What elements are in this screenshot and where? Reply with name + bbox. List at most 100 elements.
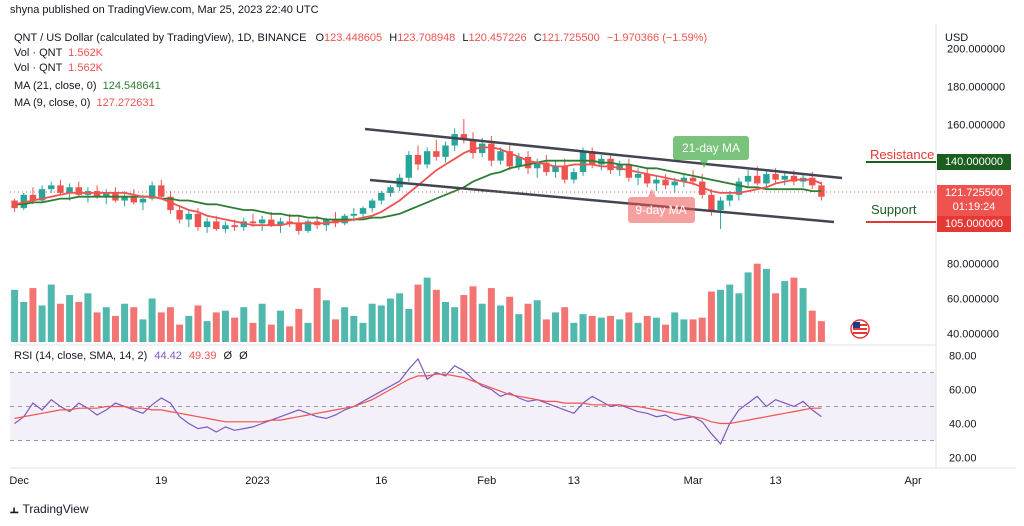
volume-bar bbox=[387, 298, 394, 342]
us-flag-icon[interactable] bbox=[850, 319, 870, 339]
candle-body bbox=[222, 225, 229, 230]
tradingview-mark-icon: ⫠ bbox=[10, 500, 19, 516]
time-tick-label: Feb bbox=[477, 475, 496, 487]
candles bbox=[11, 118, 825, 235]
candle-body bbox=[478, 143, 486, 154]
ma21-value: 124.548641 bbox=[102, 80, 161, 92]
rsi-line bbox=[14, 357, 822, 445]
volume-bar bbox=[166, 307, 174, 342]
volume-bar bbox=[212, 312, 220, 342]
volume-bar bbox=[790, 277, 798, 342]
volume-bar bbox=[240, 307, 248, 342]
volume-bar bbox=[423, 277, 431, 342]
volume-bar bbox=[405, 308, 413, 342]
lower-trendline[interactable] bbox=[369, 178, 835, 224]
candle-body bbox=[286, 221, 293, 224]
resistance-label: Resistance bbox=[870, 147, 934, 162]
candle-body bbox=[378, 192, 385, 201]
candle-body bbox=[818, 185, 825, 197]
candle-body bbox=[680, 177, 688, 182]
candle-body bbox=[717, 200, 724, 211]
volume-bar bbox=[524, 303, 532, 342]
volume-tick-label: 40.000000 bbox=[947, 328, 999, 340]
candle-body bbox=[75, 187, 82, 195]
volume-bar bbox=[93, 312, 101, 342]
tradingview-logo[interactable]: ⫠ TradingView bbox=[10, 500, 89, 517]
candle-body bbox=[48, 185, 55, 190]
candle-body bbox=[524, 156, 532, 169]
candle-body bbox=[488, 143, 495, 161]
volume-bar bbox=[817, 321, 825, 342]
volume-legend-1[interactable]: Vol · QNT 1.562K bbox=[14, 47, 103, 59]
tradingview-brand-label: TradingView bbox=[22, 501, 89, 516]
time-axis[interactable]: Dec 19 2023 16 Feb 13 Mar 13 Apr bbox=[9, 475, 922, 487]
rsi-legend[interactable]: RSI (14, close, SMA, 14, 2) 44.42 49.39 … bbox=[14, 350, 252, 362]
low-value: 120.457226 bbox=[468, 32, 527, 44]
volume-bar bbox=[707, 291, 715, 342]
candle-body bbox=[772, 173, 779, 180]
volume-bar bbox=[744, 272, 752, 342]
volume-bar bbox=[111, 315, 119, 342]
time-tick-label: 16 bbox=[375, 475, 387, 487]
volume-legend-2[interactable]: Vol · QNT 1.562K bbox=[14, 62, 103, 74]
volume-bar bbox=[249, 322, 257, 342]
rsi-ma-line bbox=[14, 373, 822, 425]
symbol-legend[interactable]: QNT / US Dollar (calculated by TradingVi… bbox=[14, 32, 707, 44]
volume-bar bbox=[552, 312, 560, 342]
candle-body bbox=[790, 175, 798, 182]
currency-label: USD bbox=[945, 32, 969, 44]
candle-body bbox=[93, 191, 101, 197]
level-lines bbox=[10, 161, 936, 223]
candle-body bbox=[103, 192, 110, 197]
candle-body bbox=[616, 164, 623, 171]
volume-bar bbox=[689, 319, 697, 342]
upper-trendline[interactable] bbox=[364, 127, 843, 180]
volume-bar bbox=[634, 322, 642, 342]
candle-body bbox=[451, 134, 458, 146]
volume-bar bbox=[561, 307, 569, 342]
candle-body bbox=[148, 185, 156, 199]
candle-body bbox=[653, 179, 660, 184]
rsi-lower-value: Ø bbox=[239, 350, 248, 362]
time-tick-label: 2023 bbox=[245, 475, 269, 487]
time-tick-label: Mar bbox=[684, 475, 703, 487]
high-label: H bbox=[389, 32, 398, 44]
candle-body bbox=[231, 225, 238, 228]
candle-body bbox=[359, 208, 367, 214]
candle-body bbox=[515, 156, 523, 167]
low-label: L bbox=[462, 32, 469, 44]
volume-bar bbox=[616, 319, 624, 342]
volume-bar bbox=[671, 312, 679, 342]
last-price-value: 121.725500 bbox=[944, 187, 1004, 199]
volume-bar bbox=[130, 307, 138, 342]
candle-body bbox=[414, 154, 422, 165]
volume-label: Vol · QNT bbox=[14, 47, 63, 59]
candle-body bbox=[497, 151, 504, 161]
close-value: 121.725500 bbox=[541, 32, 600, 44]
rsi-tick-label: 60.00 bbox=[949, 385, 977, 397]
rsi-lines bbox=[14, 357, 822, 445]
candle-body bbox=[423, 151, 431, 165]
price-axis[interactable]: 200.000000180.000000160.000000140.000000… bbox=[947, 44, 1005, 465]
volume-bar bbox=[781, 281, 789, 342]
volume-bar bbox=[286, 326, 294, 342]
ma21-legend[interactable]: MA (21, close, 0) 124.548641 bbox=[14, 80, 161, 92]
candle-body bbox=[588, 151, 596, 165]
rsi-tick-label: 20.00 bbox=[949, 453, 977, 465]
volume-bar bbox=[304, 322, 312, 342]
volume-bar bbox=[322, 300, 330, 342]
candle-body bbox=[130, 196, 137, 203]
volume-bar bbox=[157, 312, 165, 342]
candle-body bbox=[735, 181, 743, 195]
candle-body bbox=[368, 200, 376, 209]
volume-bar bbox=[258, 303, 266, 342]
candle-body bbox=[405, 154, 413, 178]
volume-bar bbox=[368, 303, 376, 342]
ma21-annotation-label: 21-day MA bbox=[682, 141, 740, 155]
volume-bar bbox=[75, 301, 83, 342]
high-value: 123.708948 bbox=[397, 32, 456, 44]
support-price-tag: 105.000000 bbox=[937, 216, 1011, 232]
candle-body bbox=[754, 175, 761, 184]
ma9-legend[interactable]: MA (9, close, 0) 127.272631 bbox=[14, 97, 155, 109]
